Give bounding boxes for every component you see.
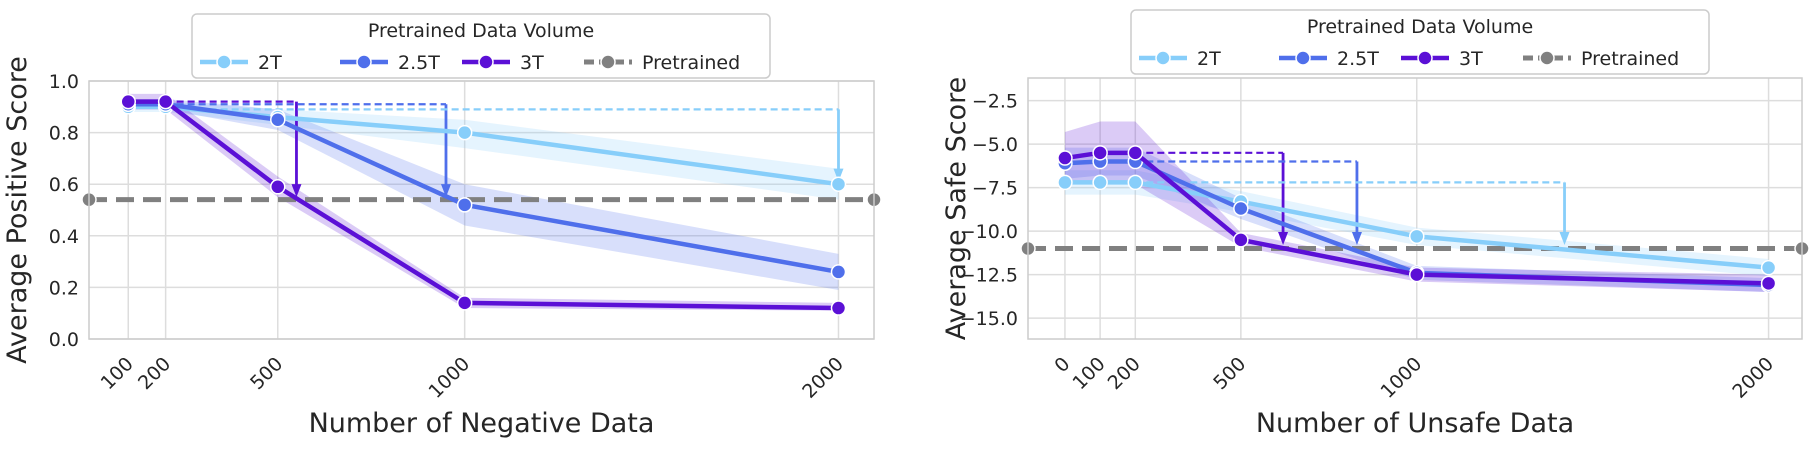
x-tick-label: 0 [1050, 353, 1074, 377]
x-tick-label: 1000 [1377, 353, 1427, 403]
y-tick-label: −7.5 [972, 178, 1018, 200]
legend-entry-label: Pretrained [1581, 48, 1679, 70]
plot-frame [1027, 77, 1803, 340]
data-point-2.5T [1233, 200, 1249, 217]
legend-entry-label: 2.5T [398, 52, 440, 74]
x-tick-label: 500 [246, 353, 287, 394]
data-point-3T [1127, 145, 1144, 161]
data-point-2.5T [830, 264, 847, 280]
data-point-2.5T [456, 197, 473, 213]
legend-entry-label: 2.5T [1337, 48, 1379, 70]
y-tick-label: 1.0 [49, 71, 79, 93]
data-point-2T [1057, 174, 1073, 191]
annotation-arrow-head-2.5T [440, 184, 451, 198]
legend-swatch-marker [1417, 50, 1433, 66]
legend-box [1130, 9, 1710, 75]
data-point-3T [1233, 232, 1249, 248]
legend-entry-label: 2T [1197, 48, 1221, 70]
x-tick-label: 2000 [798, 353, 848, 403]
y-tick-label: 0.6 [49, 174, 79, 196]
data-point-3T [270, 179, 286, 195]
x-tick-label: 100 [97, 353, 138, 394]
annotation-arrow-head-3T [1278, 232, 1289, 246]
legend-box [191, 13, 771, 79]
y-tick-label: −12.5 [960, 265, 1018, 287]
data-point-3T [157, 93, 174, 110]
annotation-arrow-head-2T [1559, 232, 1570, 246]
legend-entry-label: 3T [1459, 48, 1483, 70]
plot-frame [88, 80, 875, 340]
y-tick-label: −5.0 [972, 134, 1018, 156]
data-point-2T [1760, 259, 1777, 276]
legend-swatch-marker [1155, 50, 1171, 66]
annotation-arrow-head-2T [833, 168, 844, 182]
legend-swatch-marker [600, 54, 616, 70]
legend-swatch-marker [1539, 50, 1555, 66]
legend-swatch-marker [216, 54, 232, 70]
y-tick-label: −10.0 [960, 221, 1018, 243]
legend-title: Pretrained Data Volume [368, 20, 594, 42]
data-point-2T [1409, 228, 1425, 245]
y-tick-label: 0.0 [49, 329, 79, 351]
y-tick-label: 0.2 [49, 277, 79, 299]
annotation-arrow-head-2.5T [1351, 232, 1362, 246]
y-axis-label: Average Positive Score [2, 56, 33, 364]
legend-entry-label: Pretrained [642, 52, 740, 74]
legend-swatch-marker [478, 54, 494, 70]
y-tick-label: −2.5 [972, 91, 1018, 113]
legend: Pretrained Data Volume 2T 2.5T 3T Pretrained [191, 13, 771, 79]
y-tick-label: 0.8 [49, 123, 79, 145]
x-tick-label: 100 [1068, 353, 1109, 394]
data-point-3T [456, 295, 473, 311]
data-point-2.5T [270, 111, 286, 128]
x-tick-label: 1000 [424, 353, 474, 403]
data-point-3T [1057, 150, 1073, 166]
y-tick-label: −15.0 [960, 308, 1018, 330]
legend-entry-label: 2T [258, 52, 282, 74]
confidence-band-2T [128, 101, 839, 200]
legend-title: Pretrained Data Volume [1307, 16, 1533, 38]
data-point-3T [120, 93, 136, 110]
legend-swatch-marker [356, 54, 372, 70]
data-point-2T [830, 176, 847, 192]
legend-swatch-marker [1295, 50, 1311, 66]
data-point-2T [1092, 174, 1108, 191]
x-tick-label: 500 [1209, 353, 1250, 394]
x-tick-label: 200 [1104, 353, 1145, 394]
data-point-3T [1092, 145, 1108, 161]
data-point-3T [1409, 266, 1425, 283]
confidence-band-3T [1064, 121, 1769, 293]
y-axis-label: Average Safe Score [941, 77, 972, 340]
y-tick-label: 0.4 [49, 226, 79, 248]
data-point-2T [456, 124, 473, 141]
annotation-arrow-head-3T [291, 184, 302, 198]
x-tick-label: 2000 [1728, 353, 1778, 403]
data-point-3T [1760, 275, 1777, 292]
data-point-2T [1127, 174, 1144, 191]
data-point-3T [830, 300, 847, 316]
x-axis-label: Number of Unsafe Data [1256, 408, 1574, 439]
legend-entry-label: 3T [520, 52, 544, 74]
x-axis-label: Number of Negative Data [309, 408, 655, 439]
legend: Pretrained Data Volume 2T 2.5T 3T Pretrained [1130, 9, 1710, 75]
x-tick-label: 200 [134, 353, 175, 394]
